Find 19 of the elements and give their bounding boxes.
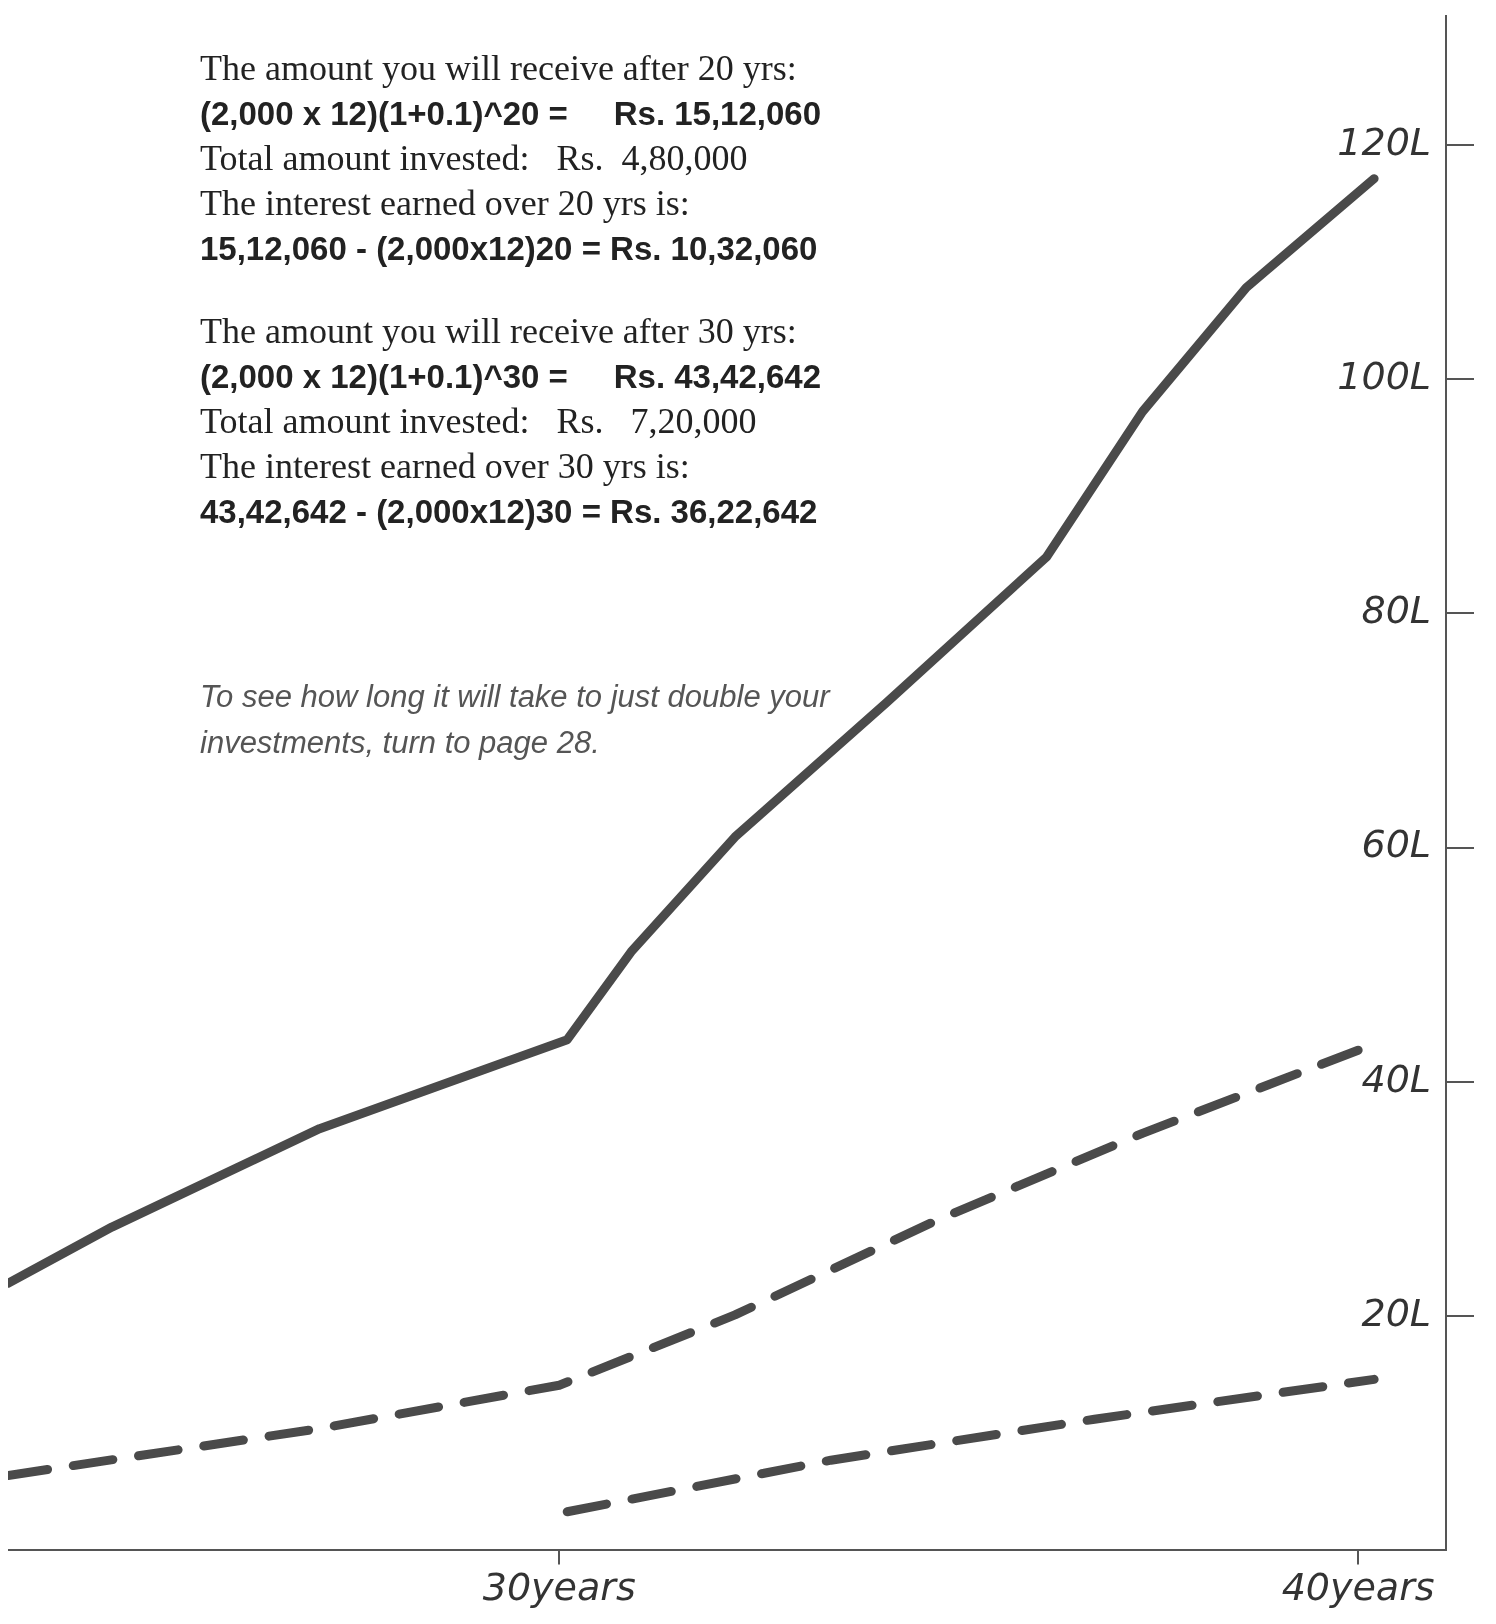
annotation: 43,42,642 - (2,000x12)30 = Rs. 36,22,642 (200, 492, 819, 532)
y-tick-label: 100L (1337, 353, 1431, 398)
y-tick-label: 120L (1337, 119, 1431, 164)
annotation: (2,000 x 12)(1+0.1)^30 = Rs. 43,42,642 (200, 357, 823, 397)
annotation: 15,12,060 - (2,000x12)20 = Rs. 10,32,060 (200, 229, 819, 269)
annotation: (2,000 x 12)(1+0.1)^20 = Rs. 15,12,060 (200, 94, 823, 134)
y-tick-label: 40L (1361, 1056, 1431, 1101)
annotation: Total amount invested: Rs. 4,80,000 (200, 137, 749, 180)
annotation: Total amount invested: Rs. 7,20,000 (200, 400, 758, 443)
x-tick-label: 30years (482, 1565, 636, 1610)
x-tick-label: 40years (1281, 1565, 1435, 1610)
annotation: The interest earned over 20 yrs is: (200, 182, 691, 225)
annotation: To see how long it will take to just double your investments, turn to page 28. (200, 678, 832, 762)
y-tick-label: 20L (1361, 1290, 1431, 1335)
annotation: The amount you will receive after 30 yrs: (200, 310, 798, 353)
annotation: The amount you will receive after 20 yrs: (200, 47, 798, 90)
y-tick-label: 60L (1361, 822, 1431, 867)
annotation: The interest earned over 30 yrs is: (200, 445, 691, 488)
y-tick-label: 80L (1361, 588, 1431, 633)
